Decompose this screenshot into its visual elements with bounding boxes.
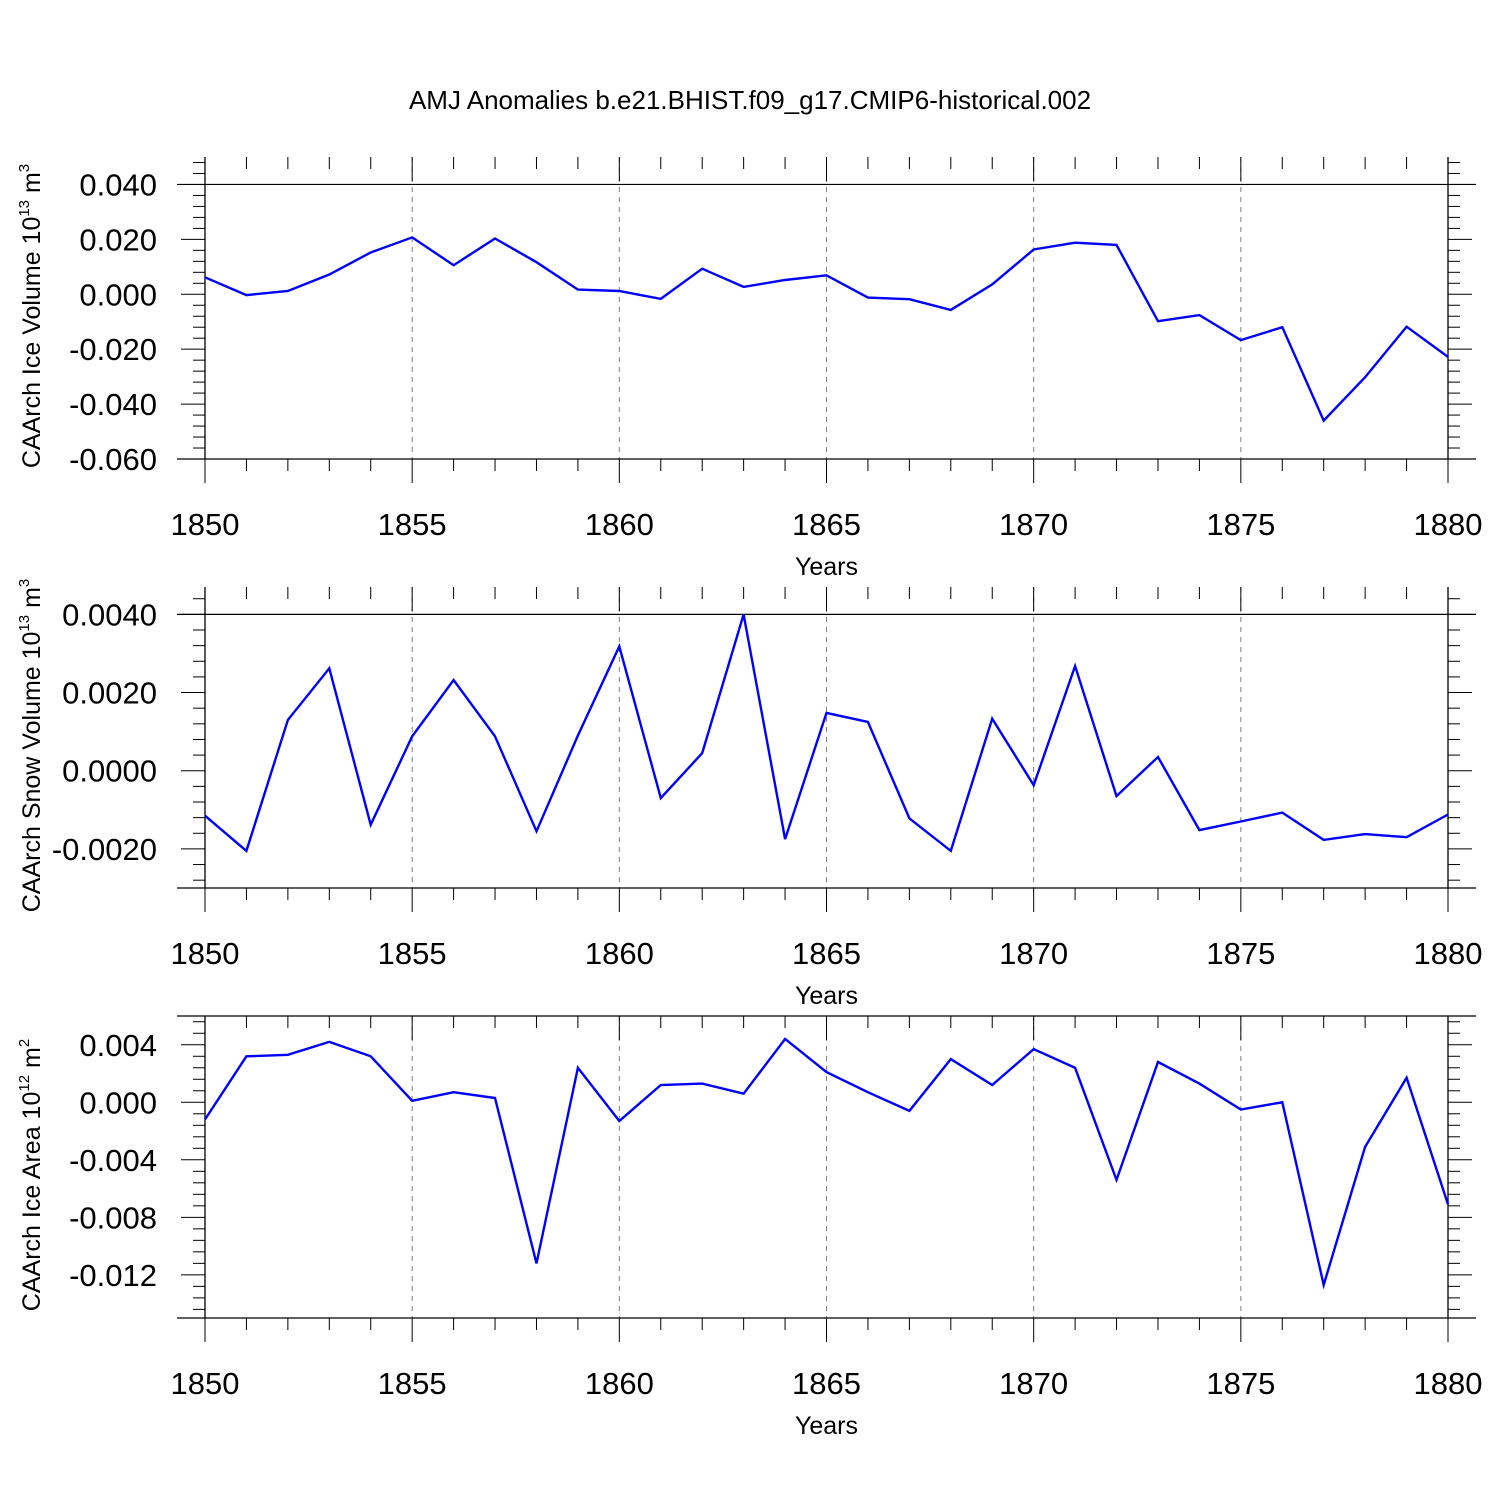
y-tick-label: 0.000 bbox=[79, 277, 157, 312]
x-tick-label: 1860 bbox=[585, 936, 654, 971]
x-tick-label: 1870 bbox=[999, 936, 1068, 971]
y-axis-title-superscript: 2 bbox=[16, 1039, 33, 1047]
x-tick-label: 1850 bbox=[171, 507, 240, 542]
x-tick-label: 1870 bbox=[999, 507, 1068, 542]
y-tick-label: -0.0020 bbox=[52, 832, 157, 867]
data-series-line bbox=[204, 236, 1449, 423]
y-axis-title-superscript: 3 bbox=[16, 164, 33, 172]
y-tick-label: 0.000 bbox=[79, 1085, 157, 1120]
y-axis-title-superscript: 13 bbox=[16, 200, 33, 217]
y-tick-label: 0.020 bbox=[79, 222, 157, 257]
x-tick-label: 1860 bbox=[585, 507, 654, 542]
x-tick-label: 1860 bbox=[585, 1366, 654, 1401]
x-tick-label: 1880 bbox=[1414, 936, 1483, 971]
x-axis-title: Years bbox=[795, 1412, 858, 1440]
y-axis-title-superscript: 13 bbox=[16, 615, 33, 632]
y-axis-title-part: m bbox=[18, 587, 46, 615]
x-tick-label: 1880 bbox=[1414, 1366, 1483, 1401]
x-tick-label: 1865 bbox=[792, 1366, 861, 1401]
x-tick-label: 1875 bbox=[1206, 1366, 1275, 1401]
y-tick-label: 0.0040 bbox=[62, 597, 157, 632]
y-tick-label: 0.040 bbox=[79, 167, 157, 202]
y-axis-title: CAArch Snow Volume 1013 m3 bbox=[16, 579, 46, 913]
x-tick-label: 1855 bbox=[378, 1366, 447, 1401]
y-axis-title: CAArch Ice Area 1012 m2 bbox=[16, 1039, 46, 1311]
y-axis-title-part: m bbox=[18, 1047, 46, 1075]
y-tick-label: -0.060 bbox=[69, 442, 157, 477]
y-tick-label: 0.0000 bbox=[62, 754, 157, 789]
data-series-line bbox=[204, 614, 1449, 853]
y-tick-label: -0.004 bbox=[69, 1143, 157, 1178]
y-axis-title: CAArch Ice Volume 1013 m3 bbox=[16, 164, 46, 468]
y-axis-title-part: CAArch Snow Volume 10 bbox=[18, 632, 46, 913]
x-tick-label: 1855 bbox=[378, 507, 447, 542]
chart-panel-1: 0.040 0.020 0.000 -0.020 -0.040 -0.060 1850 185… bbox=[16, 157, 1482, 581]
x-tick-label: 1850 bbox=[171, 936, 240, 971]
figure-title: AMJ Anomalies b.e21.BHIST.f09_g17.CMIP6-… bbox=[409, 85, 1091, 115]
y-axis-title-part: CAArch Ice Volume 10 bbox=[18, 217, 46, 469]
x-tick-label: 1850 bbox=[171, 1366, 240, 1401]
y-tick-label: 0.0020 bbox=[62, 676, 157, 711]
y-tick-label: -0.008 bbox=[69, 1200, 157, 1235]
y-tick-label: -0.020 bbox=[69, 332, 157, 367]
chart-panel-2: 0.0040 0.0020 0.0000 -0.0020 1850 1855 1860 186… bbox=[16, 579, 1482, 1010]
x-tick-label: 1875 bbox=[1206, 936, 1275, 971]
y-axis-title-superscript: 3 bbox=[16, 579, 33, 587]
y-axis-title-part: m bbox=[18, 172, 46, 200]
y-tick-label: -0.040 bbox=[69, 387, 157, 422]
x-tick-label: 1875 bbox=[1206, 507, 1275, 542]
data-series-line bbox=[203, 1037, 1450, 1290]
x-axis-title: Years bbox=[795, 553, 858, 581]
y-axis-title-superscript: 12 bbox=[16, 1075, 33, 1092]
x-tick-label: 1865 bbox=[792, 936, 861, 971]
y-tick-label: 0.004 bbox=[79, 1028, 157, 1063]
x-axis-title: Years bbox=[795, 982, 858, 1010]
y-axis-title-part: CAArch Ice Area 10 bbox=[18, 1092, 46, 1312]
y-tick-label: -0.012 bbox=[69, 1258, 157, 1293]
x-tick-label: 1865 bbox=[792, 507, 861, 542]
x-tick-label: 1880 bbox=[1414, 507, 1483, 542]
x-tick-label: 1870 bbox=[999, 1366, 1068, 1401]
x-tick-label: 1855 bbox=[378, 936, 447, 971]
chart-panel-3: 0.004 0.000 -0.004 -0.008 -0.012 1850 1855 1860… bbox=[16, 1015, 1483, 1440]
